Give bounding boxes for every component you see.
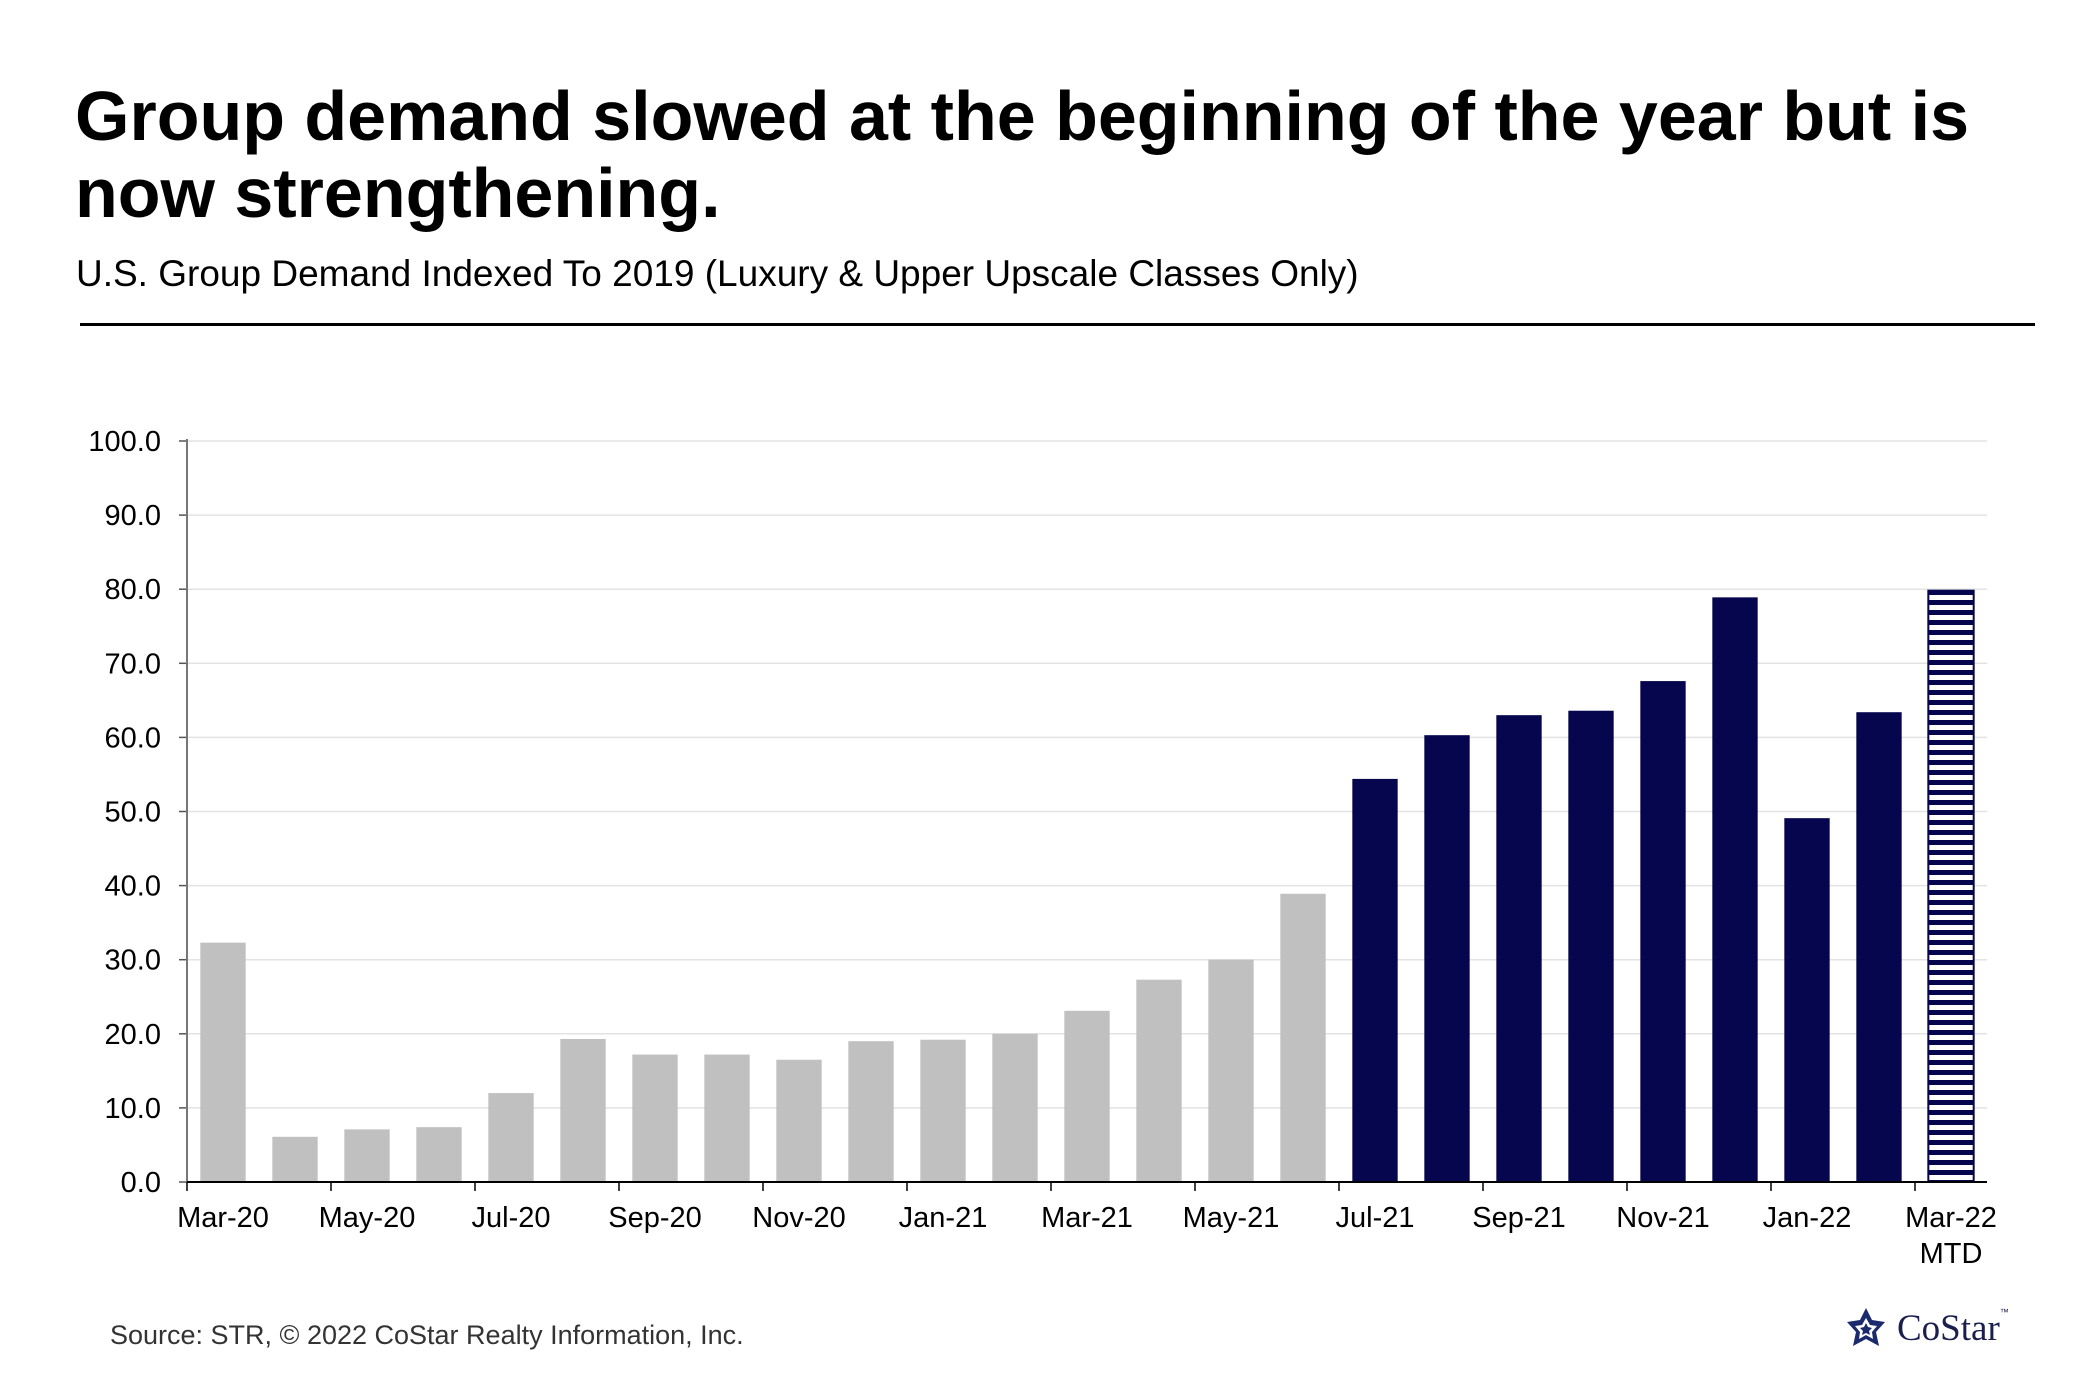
bar-chart: 0.0 10.0 20.0 30.0 40.0 50.0 60.0 70.0 80.0 90.0 1… (88, 426, 1997, 1270)
bar-apr-21 (1136, 979, 1182, 1182)
bar-dec-21 (1712, 597, 1758, 1182)
bar-feb-21 (992, 1033, 1038, 1182)
y-tick-label: 70.0 (105, 648, 161, 680)
bar-feb-22 (1856, 712, 1902, 1182)
x-tick-label: Jul-21 (1336, 1202, 1415, 1234)
x-tick-label: May-21 (1183, 1202, 1280, 1234)
bar-apr-20 (272, 1136, 318, 1182)
bar-jul-21 (1352, 778, 1398, 1182)
bar-may-21 (1208, 959, 1254, 1182)
y-tick-label: 80.0 (105, 574, 161, 606)
x-axis-tick-labels: Mar-20 May-20 Jul-20 Sep-20 Nov-20 Jan-21 Mar-… (177, 1202, 1997, 1270)
bar-jun-21 (1280, 893, 1326, 1182)
x-tick-label: Sep-20 (608, 1202, 702, 1234)
y-tick-label: 90.0 (105, 500, 161, 532)
x-tick-label: Mar-22 (1905, 1202, 1997, 1234)
bar-jun-20 (416, 1127, 462, 1182)
x-tick-label: Jul-20 (472, 1202, 551, 1234)
source-note: Source: STR, © 2022 CoStar Realty Inform… (110, 1320, 744, 1350)
bar-aug-20 (560, 1038, 606, 1182)
x-tick-label: Nov-21 (1616, 1202, 1710, 1234)
y-tick-label: 60.0 (105, 722, 161, 754)
x-tick-label: Mar-21 (1041, 1202, 1133, 1234)
y-tick-label: 10.0 (105, 1093, 161, 1125)
bar-may-20 (344, 1129, 390, 1182)
bar-aug-21 (1424, 735, 1470, 1182)
bar-oct-21 (1568, 710, 1614, 1182)
bar-nov-20 (776, 1059, 822, 1182)
bar-dec-20 (848, 1041, 894, 1182)
bar-mar-21 (1064, 1010, 1110, 1182)
logo-text: CoStar™ (1897, 1306, 2009, 1349)
bar-jan-22 (1784, 818, 1830, 1182)
y-tick-label: 0.0 (121, 1167, 161, 1199)
x-tick-label: Nov-20 (752, 1202, 846, 1234)
x-tick-label: MTD (1920, 1238, 1983, 1270)
bar-sep-21 (1496, 715, 1542, 1182)
bar-mar-20 (200, 942, 246, 1182)
axes (179, 439, 1987, 1191)
x-tick-label: Jan-22 (1763, 1202, 1852, 1234)
y-tick-label: 40.0 (105, 871, 161, 903)
bars (200, 589, 1975, 1183)
bar-oct-20 (704, 1054, 750, 1182)
bar-jan-21 (920, 1039, 966, 1182)
costar-logo: CoStar™ (1845, 1306, 2009, 1350)
y-axis-tick-labels: 0.0 10.0 20.0 30.0 40.0 50.0 60.0 70.0 80.0 90.0 1… (88, 426, 161, 1199)
bar-mar-22-mtd (1927, 589, 1975, 1183)
title-divider (80, 323, 2035, 326)
x-tick-label: Mar-20 (177, 1202, 269, 1234)
chart-subtitle: U.S. Group Demand Indexed To 2019 (Luxur… (76, 253, 1359, 294)
bar-jul-20 (488, 1093, 534, 1182)
bar-nov-21 (1640, 681, 1686, 1182)
y-tick-label: 20.0 (105, 1019, 161, 1051)
y-tick-label: 50.0 (105, 797, 161, 829)
bar-sep-20 (632, 1054, 678, 1182)
gridlines (187, 440, 1987, 1109)
costar-star-icon (1847, 1308, 1885, 1346)
y-tick-label: 30.0 (105, 945, 161, 977)
chart-title: Group demand slowed at the beginning of … (75, 77, 1970, 232)
x-tick-label: May-20 (319, 1202, 416, 1234)
x-tick-label: Jan-21 (899, 1202, 988, 1234)
y-tick-label: 100.0 (88, 426, 161, 458)
x-tick-label: Sep-21 (1472, 1202, 1566, 1234)
